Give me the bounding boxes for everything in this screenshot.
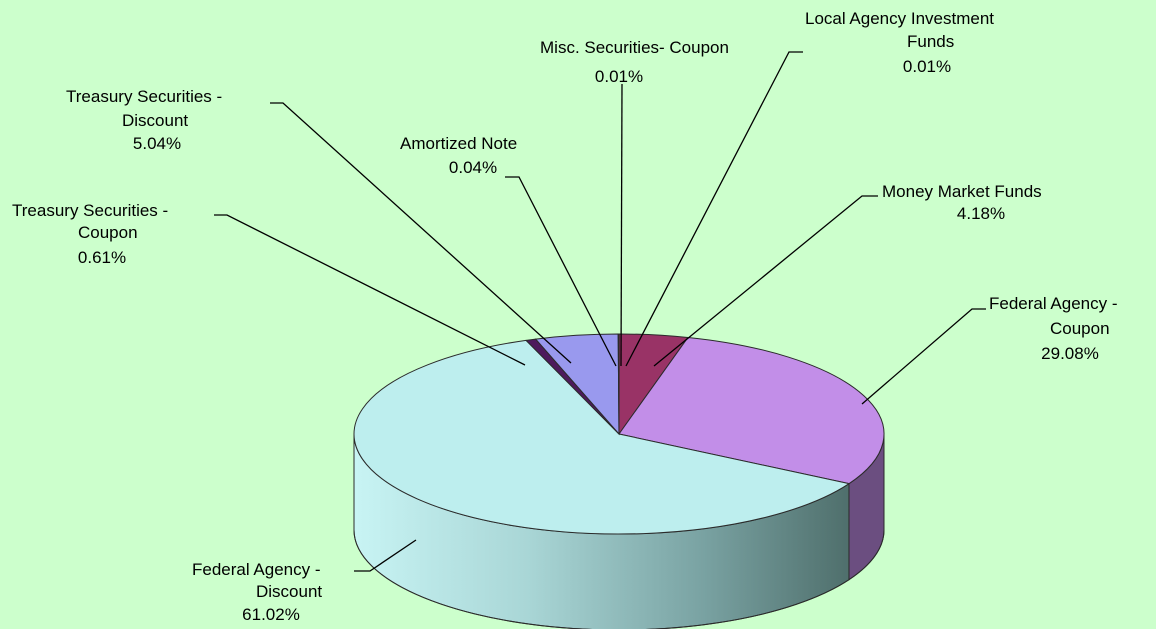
slice-label-treasury-securities-coupon: Coupon xyxy=(78,223,138,242)
leader-line-misc-securities-coupon xyxy=(620,83,623,367)
leader-line-amortized-note xyxy=(505,176,617,367)
slice-percent-treasury-securities-coupon: 0.61% xyxy=(78,248,126,267)
slice-label-federal-agency-discount: Federal Agency - xyxy=(192,560,321,579)
leader-line-treasury-securities-coupon xyxy=(214,214,526,366)
slice-label-federal-agency-coupon: Federal Agency - xyxy=(989,294,1118,313)
slice-label-misc-securities-coupon: Misc. Securities- Coupon xyxy=(540,38,729,57)
slice-label-treasury-securities-discount: Treasury Securities - xyxy=(66,87,222,106)
slice-percent-misc-securities-coupon: 0.01% xyxy=(595,67,643,86)
slice-label-local-agency-investment-funds: Funds xyxy=(907,32,954,51)
pie-slices xyxy=(353,333,885,535)
slice-percent-amortized-note: 0.04% xyxy=(449,158,497,177)
slice-percent-federal-agency-coupon: 29.08% xyxy=(1041,344,1099,363)
slice-label-treasury-securities-coupon: Treasury Securities - xyxy=(12,201,168,220)
leader-line-federal-agency-coupon xyxy=(861,308,986,405)
slice-label-federal-agency-coupon: Coupon xyxy=(1050,319,1110,338)
slice-percent-treasury-securities-discount: 5.04% xyxy=(133,134,181,153)
slice-label-local-agency-investment-funds: Local Agency Investment xyxy=(805,9,994,28)
leader-lines xyxy=(214,51,986,572)
leader-line-local-agency-investment-funds xyxy=(625,51,803,367)
slice-percent-local-agency-investment-funds: 0.01% xyxy=(903,57,951,76)
leader-line-treasury-securities-discount xyxy=(270,102,572,364)
slice-percent-money-market-funds: 4.18% xyxy=(957,204,1005,223)
pie-bottom-rim xyxy=(353,529,885,629)
slice-label-treasury-securities-discount: Discount xyxy=(122,111,188,130)
slice-label-amortized-note: Amortized Note xyxy=(400,134,517,153)
pie-slice-federal-agency-coupon xyxy=(618,336,885,485)
slice-labels: Misc. Securities- Coupon 0.01% Money Marke… xyxy=(12,9,1118,624)
slice-percent-federal-agency-discount: 61.02% xyxy=(242,605,300,624)
pie-slice-federal-agency-discount xyxy=(353,339,851,535)
leader-line-federal-agency-discount xyxy=(354,539,417,572)
slice-label-federal-agency-discount: Discount xyxy=(256,582,322,601)
slice-label-money-market-funds: Money Market Funds xyxy=(882,182,1042,201)
leader-line-money-market-funds xyxy=(653,195,878,367)
